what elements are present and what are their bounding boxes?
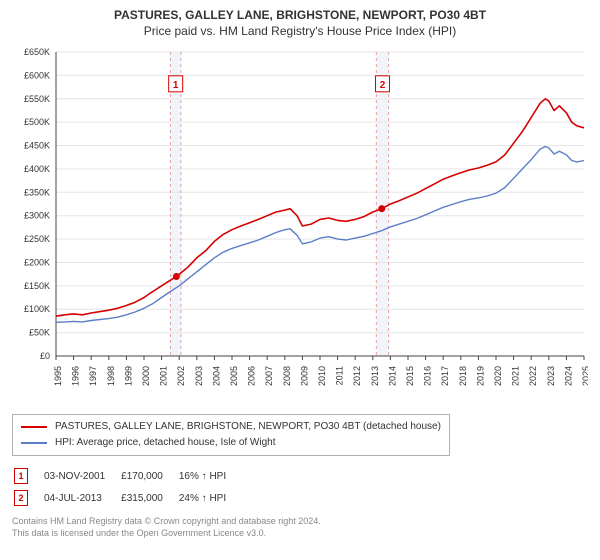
title-line1: PASTURES, GALLEY LANE, BRIGHSTONE, NEWPO… [12, 8, 588, 22]
svg-text:£550K: £550K [24, 94, 50, 104]
svg-text:2020: 2020 [493, 366, 503, 386]
svg-text:£350K: £350K [24, 187, 50, 197]
marker-date: 04-JUL-2013 [44, 488, 119, 508]
legend-row: PASTURES, GALLEY LANE, BRIGHSTONE, NEWPO… [21, 419, 441, 435]
chart: £0 £50K £100K £150K £200K £250K £300K £350K £400… [12, 44, 588, 404]
marker-price: £170,000 [121, 466, 177, 486]
svg-text:2: 2 [380, 80, 386, 91]
footnotes: Contains HM Land Registry data © Crown c… [12, 516, 588, 539]
title-line2: Price paid vs. HM Land Registry's House … [12, 24, 588, 38]
svg-text:£50K: £50K [29, 328, 50, 338]
legend-swatch [21, 442, 47, 444]
svg-text:£600K: £600K [24, 70, 50, 80]
svg-text:2009: 2009 [299, 366, 309, 386]
svg-text:2024: 2024 [563, 366, 573, 386]
svg-text:2016: 2016 [423, 366, 433, 386]
svg-text:1997: 1997 [88, 366, 98, 386]
svg-text:2012: 2012 [352, 366, 362, 386]
svg-text:2021: 2021 [511, 366, 521, 386]
svg-text:£500K: £500K [24, 117, 50, 127]
svg-text:£200K: £200K [24, 257, 50, 267]
svg-text:£400K: £400K [24, 164, 50, 174]
svg-text:2023: 2023 [546, 366, 556, 386]
svg-text:1998: 1998 [106, 366, 116, 386]
chart-container: PASTURES, GALLEY LANE, BRIGHSTONE, NEWPO… [0, 0, 600, 543]
marker-table: 1 03-NOV-2001£170,00016% ↑ HPI 2 04-JUL-201… [12, 464, 242, 510]
svg-text:£650K: £650K [24, 47, 50, 57]
footnote-line: This data is licensed under the Open Gov… [12, 528, 588, 540]
marker-row: 1 03-NOV-2001£170,00016% ↑ HPI [14, 466, 240, 486]
chart-svg: £0 £50K £100K £150K £200K £250K £300K £350K £400… [12, 44, 588, 404]
svg-text:2007: 2007 [264, 366, 274, 386]
legend-row: HPI: Average price, detached house, Isle… [21, 435, 441, 451]
legend: PASTURES, GALLEY LANE, BRIGHSTONE, NEWPO… [12, 414, 450, 456]
svg-text:£0: £0 [40, 351, 50, 361]
marker-price: £315,000 [121, 488, 177, 508]
footnote-line: Contains HM Land Registry data © Crown c… [12, 516, 588, 528]
marker-date: 03-NOV-2001 [44, 466, 119, 486]
svg-text:£150K: £150K [24, 281, 50, 291]
titles: PASTURES, GALLEY LANE, BRIGHSTONE, NEWPO… [12, 8, 588, 38]
svg-text:1999: 1999 [123, 366, 133, 386]
svg-text:2003: 2003 [194, 366, 204, 386]
svg-text:2019: 2019 [475, 366, 485, 386]
svg-text:2022: 2022 [528, 366, 538, 386]
svg-text:£300K: £300K [24, 211, 50, 221]
svg-text:2008: 2008 [282, 366, 292, 386]
svg-text:2025: 2025 [581, 366, 588, 386]
svg-text:2005: 2005 [229, 366, 239, 386]
svg-text:2010: 2010 [317, 366, 327, 386]
svg-text:2001: 2001 [159, 366, 169, 386]
marker-badge: 2 [14, 490, 28, 506]
svg-text:2014: 2014 [387, 366, 397, 386]
legend-label: HPI: Average price, detached house, Isle… [55, 435, 276, 451]
svg-text:1: 1 [173, 80, 179, 91]
svg-text:2000: 2000 [141, 366, 151, 386]
marker-pct: 16% ↑ HPI [179, 466, 240, 486]
svg-text:£100K: £100K [24, 304, 50, 314]
svg-text:1996: 1996 [71, 366, 81, 386]
marker-pct: 24% ↑ HPI [179, 488, 240, 508]
legend-label: PASTURES, GALLEY LANE, BRIGHSTONE, NEWPO… [55, 419, 441, 435]
svg-text:2018: 2018 [458, 366, 468, 386]
legend-swatch [21, 426, 47, 428]
marker-badge: 1 [14, 468, 28, 484]
svg-text:1995: 1995 [53, 366, 63, 386]
marker-row: 2 04-JUL-2013£315,00024% ↑ HPI [14, 488, 240, 508]
svg-text:2011: 2011 [335, 366, 345, 385]
svg-text:2013: 2013 [370, 366, 380, 386]
svg-text:2002: 2002 [176, 366, 186, 386]
svg-text:£450K: £450K [24, 141, 50, 151]
svg-text:2017: 2017 [440, 366, 450, 386]
svg-text:£250K: £250K [24, 234, 50, 244]
svg-text:2006: 2006 [247, 366, 257, 386]
svg-text:2004: 2004 [211, 366, 221, 386]
svg-text:2015: 2015 [405, 366, 415, 386]
